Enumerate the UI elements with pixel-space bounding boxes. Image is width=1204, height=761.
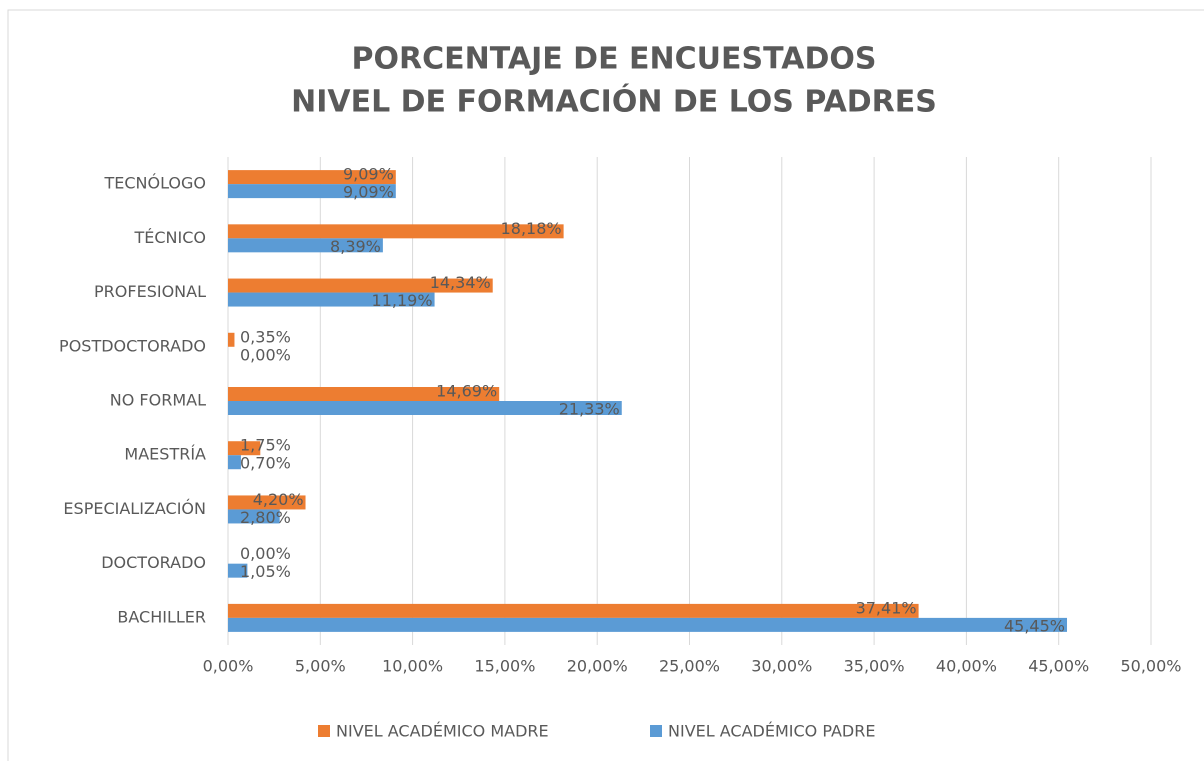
- data-label: 37,41%: [856, 598, 917, 617]
- x-tick-label: 45,00%: [1028, 657, 1089, 676]
- data-label: 0,70%: [240, 454, 291, 473]
- y-tick-label: ESPECIALIZACIÓN: [63, 499, 206, 518]
- x-tick-label: 50,00%: [1120, 657, 1181, 676]
- chart-title: PORCENTAJE DE ENCUESTADOS: [352, 42, 877, 77]
- legend-swatch: [650, 725, 662, 737]
- data-label: 18,18%: [501, 219, 562, 238]
- y-tick-label: TECNÓLOGO: [103, 174, 206, 193]
- bar: [228, 292, 435, 307]
- x-tick-label: 10,00%: [382, 657, 443, 676]
- legend-swatch: [318, 725, 330, 737]
- bar: [228, 224, 564, 239]
- data-label: 1,75%: [240, 436, 291, 455]
- x-tick-label: 5,00%: [295, 657, 346, 676]
- bar: [228, 441, 261, 456]
- data-label: 8,39%: [330, 237, 381, 256]
- x-tick-label: 35,00%: [844, 657, 905, 676]
- y-tick-label: NO FORMAL: [110, 391, 206, 410]
- chart-title: NIVEL DE FORMACIÓN DE LOS PADRES: [291, 83, 937, 120]
- y-tick-label: MAESTRÍA: [124, 445, 206, 464]
- y-tick-label: BACHILLER: [117, 607, 206, 626]
- data-label: 0,00%: [240, 345, 291, 364]
- data-label: 9,09%: [343, 165, 394, 184]
- bar: [228, 278, 493, 293]
- data-label: 0,00%: [240, 544, 291, 563]
- bar: [228, 455, 241, 470]
- y-tick-label: TÉCNICO: [133, 228, 206, 247]
- bar: [228, 238, 383, 253]
- bar: [228, 401, 622, 415]
- data-label: 0,35%: [240, 327, 291, 346]
- legend-label: NIVEL ACADÉMICO PADRE: [668, 722, 875, 741]
- bar: [228, 617, 1068, 632]
- bar: [228, 509, 280, 524]
- bar: [228, 387, 500, 401]
- data-label: 14,34%: [430, 273, 491, 292]
- chart-frame: [7, 9, 1204, 761]
- y-tick-label: PROFESIONAL: [94, 282, 206, 301]
- bar: [228, 495, 306, 510]
- data-label: 14,69%: [436, 382, 497, 401]
- x-tick-label: 20,00%: [567, 657, 628, 676]
- y-tick-label: DOCTORADO: [101, 553, 206, 572]
- data-label: 9,09%: [343, 183, 394, 202]
- bar: [228, 184, 396, 199]
- data-label: 11,19%: [372, 291, 433, 310]
- data-label: 45,45%: [1004, 616, 1065, 635]
- data-label: 4,20%: [253, 490, 304, 509]
- x-tick-label: 40,00%: [936, 657, 997, 676]
- legend-label: NIVEL ACADÉMICO MADRE: [336, 722, 549, 741]
- bar: [228, 603, 919, 618]
- x-tick-label: 30,00%: [751, 657, 812, 676]
- x-tick-label: 25,00%: [659, 657, 720, 676]
- bar: [228, 563, 248, 578]
- bar: [228, 332, 235, 347]
- y-tick-label: POSTDOCTORADO: [59, 336, 206, 355]
- bar: [228, 170, 396, 185]
- data-label: 1,05%: [240, 562, 291, 581]
- x-tick-label: 15,00%: [474, 657, 535, 676]
- x-tick-label: 0,00%: [203, 657, 254, 676]
- data-label: 2,80%: [240, 508, 291, 527]
- data-label: 21,33%: [559, 400, 620, 419]
